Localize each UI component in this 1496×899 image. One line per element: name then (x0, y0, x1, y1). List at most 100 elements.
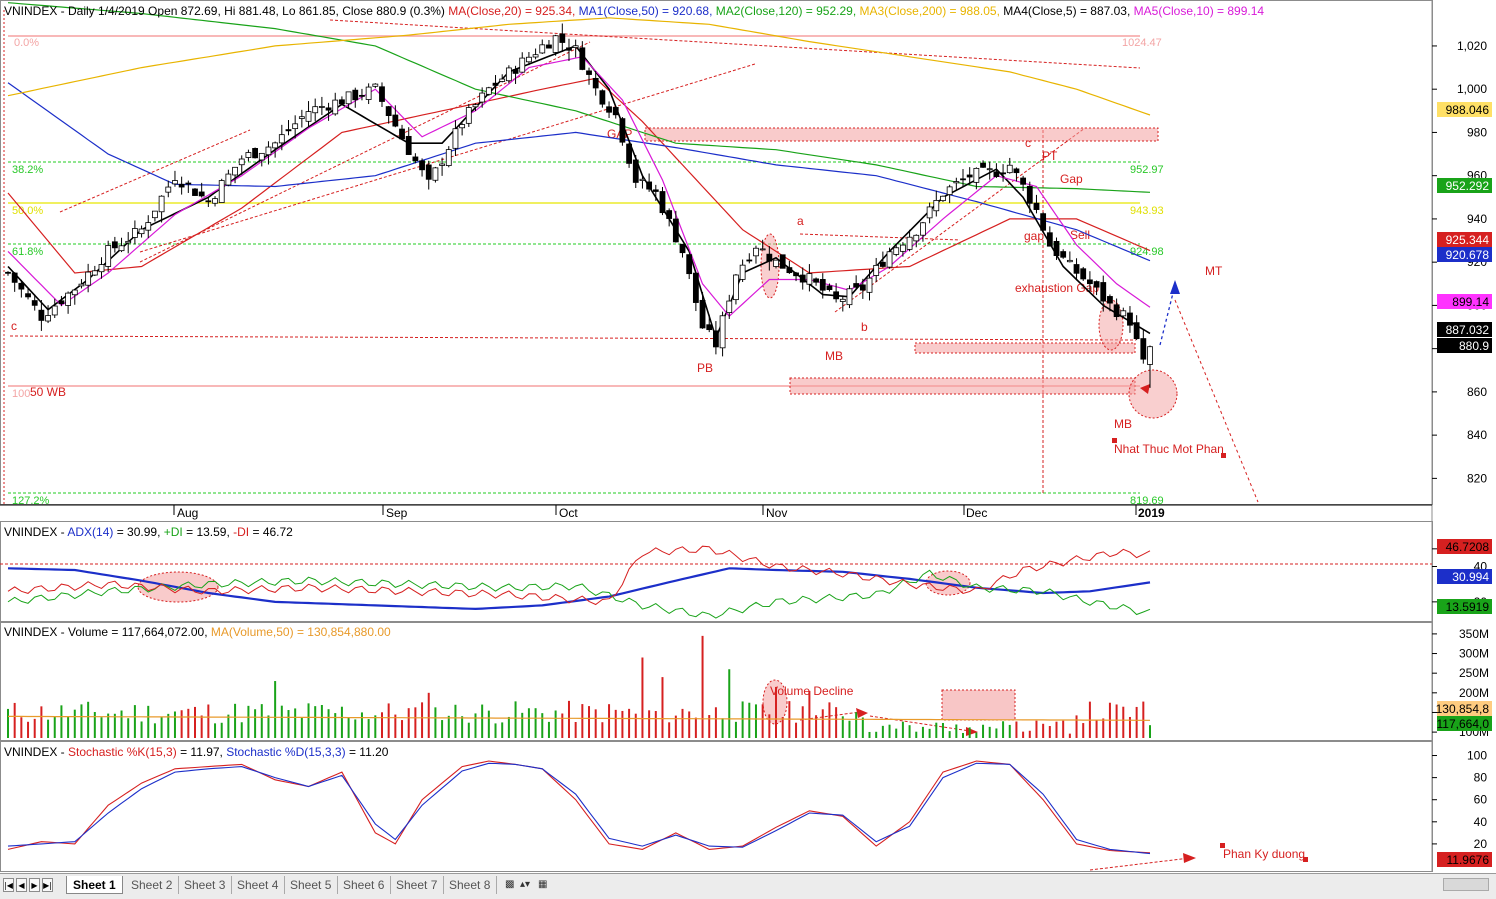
candle-body (1086, 279, 1093, 285)
support-zone-upper (914, 342, 1136, 354)
candle-body (5, 271, 11, 274)
volume-value-badge (1437, 701, 1492, 716)
candle-body (445, 149, 452, 166)
lock-icon[interactable]: ▩ (505, 879, 515, 890)
candle-body (519, 57, 526, 73)
candle-body (292, 123, 299, 130)
tab-sheet-6[interactable]: Sheet 6 (337, 876, 392, 894)
first-sheet-button[interactable]: |◀ (3, 878, 14, 892)
price-value-badge-text: 880.9 (1459, 339, 1489, 353)
candle-body (345, 91, 352, 105)
candle-body (913, 234, 920, 242)
support-zone-lower (789, 377, 1136, 395)
candle-body (252, 148, 258, 159)
last-sheet-button[interactable]: ▶| (42, 878, 53, 892)
candle-body (91, 270, 98, 276)
volume-panel[interactable] (0, 622, 1433, 741)
price-y-tick-label: 980 (1467, 125, 1487, 139)
price-panel[interactable] (0, 0, 1433, 505)
candle-body (940, 195, 946, 202)
candle-body (58, 300, 65, 305)
candle-body (1093, 281, 1100, 288)
tab-sheet-8[interactable]: Sheet 8 (443, 876, 498, 894)
candle-body (1026, 185, 1033, 204)
annotation-c-1: c (1025, 136, 1031, 150)
fib-value-1272: 819.69 (1130, 495, 1164, 507)
candle-body (412, 156, 419, 162)
x-label-nov: Nov (766, 506, 787, 520)
candle-body (1013, 168, 1020, 174)
price-header-part: VNINDEX - Daily 1/4/2019 Open 872.69, Hi… (4, 4, 448, 18)
candle-body (419, 160, 425, 171)
candle-body (385, 106, 392, 117)
prev-sheet-button[interactable]: ◀ (16, 878, 27, 892)
fib-label-382: 38.2% (12, 164, 43, 176)
candle-body (372, 83, 379, 87)
price-value-badge (1437, 294, 1492, 309)
candle-body (773, 259, 779, 267)
tab-sheet-1[interactable]: Sheet 1 (66, 876, 123, 894)
sheet-tab-bar: |◀ ◀ ▶ ▶| Sheet 1 Sheet 2 Sheet 3 Sheet … (0, 873, 1496, 899)
candle-body (1000, 172, 1006, 175)
next-sheet-button[interactable]: ▶ (29, 878, 40, 892)
candle-body (131, 228, 138, 238)
stochastic-y-axis: 100 80 60 40 20 (1432, 749, 1487, 851)
candle-body (626, 143, 632, 164)
candle-body (966, 174, 973, 178)
adx-line--di (7, 545, 1151, 606)
candle-body (459, 124, 466, 129)
horizontal-scrollbar[interactable] (1443, 878, 1489, 891)
candle-body (45, 315, 51, 322)
annotation-nhat-thuc: Nhat Thuc Mot Phan (1114, 442, 1224, 456)
candle-body (846, 288, 853, 306)
price-value-badge-text: 899.14 (1452, 295, 1489, 309)
adx-header: VNINDEX - ADX(14) = 30.99, +DI = 13.59, … (4, 525, 293, 539)
candle-body (512, 69, 519, 74)
price-value-badge (1437, 102, 1492, 117)
candle-body (766, 253, 773, 262)
volume-y-tick-label: 300M (1459, 647, 1489, 661)
x-label-2019: 2019 (1138, 506, 1165, 520)
price-header-part: MA2(Close,120) = 952.29, (716, 4, 860, 18)
stochastic-panel[interactable] (0, 741, 1433, 872)
candle-body (953, 181, 960, 184)
adx-header-part: VNINDEX - (4, 525, 67, 539)
candle-body (265, 146, 272, 156)
candle-body (1080, 268, 1087, 280)
tab-sheet-4[interactable]: Sheet 4 (231, 876, 286, 894)
candle-body (85, 271, 92, 286)
candle-body (258, 152, 265, 161)
sort-icon[interactable]: ▴▾ (520, 879, 531, 890)
candle-body (312, 106, 319, 114)
stochastic-badges: 11.9676 (1437, 852, 1492, 867)
tab-sheet-5[interactable]: Sheet 5 (284, 876, 339, 894)
candle-body (559, 33, 566, 43)
price-value-badge (1437, 322, 1492, 337)
grid-icon[interactable]: ▦ (538, 879, 548, 890)
tab-sheet-2[interactable]: Sheet 2 (125, 876, 180, 894)
annotation-pt: PT (1042, 149, 1058, 163)
candle-body (238, 158, 245, 166)
candle-body (192, 188, 198, 196)
price-y-tick-label: 1,020 (1457, 39, 1487, 53)
stochastic-y-tick-label: 100 (1467, 749, 1487, 763)
adx-value-badge (1437, 539, 1492, 554)
candle-body (566, 47, 572, 51)
candle-body (826, 285, 833, 291)
ma-line-ma2-close-120- (7, 2, 1151, 193)
annotation-50wb: 50 WB (30, 385, 66, 399)
adx-value-badge (1437, 599, 1492, 614)
candle-body (399, 128, 405, 140)
candle-body (505, 67, 512, 82)
tab-sheet-3[interactable]: Sheet 3 (178, 876, 233, 894)
candle-body (906, 236, 913, 250)
price-y-tick-label: 860 (1467, 385, 1487, 399)
fib-label-0: 0.0% (14, 37, 39, 49)
price-value-badge (1437, 178, 1492, 193)
annotation-gap-2: Gap (1060, 172, 1083, 186)
ma-line-ma5-close-10- (7, 56, 1151, 318)
tab-sheet-7[interactable]: Sheet 7 (390, 876, 445, 894)
candle-body (586, 70, 592, 75)
